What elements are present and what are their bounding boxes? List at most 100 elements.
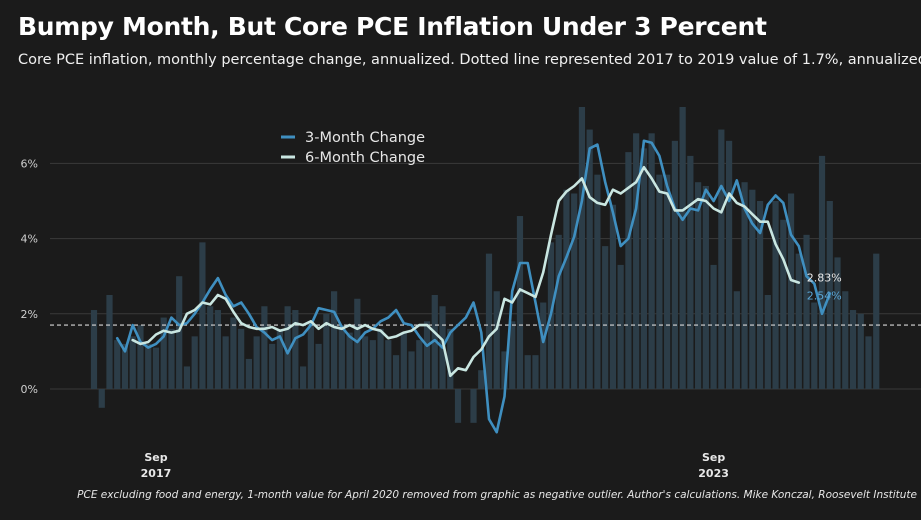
chart-subtitle: Core PCE inflation, monthly percentage c…	[18, 52, 921, 68]
bar	[664, 174, 671, 389]
bar	[284, 306, 291, 389]
x-tick-label: Sep	[702, 451, 725, 464]
end-label-three-month: 2.54%	[807, 289, 842, 302]
bar	[524, 355, 531, 389]
bar	[238, 328, 245, 389]
bar	[501, 351, 508, 389]
bar	[323, 313, 330, 389]
bar	[114, 340, 121, 389]
chart-title: Bumpy Month, But Core PCE Inflation Unde…	[18, 12, 767, 41]
bar	[361, 336, 369, 389]
bar	[772, 201, 779, 389]
bar	[733, 291, 740, 389]
bar	[842, 291, 849, 389]
bar	[145, 343, 152, 389]
x-tick-label: 2023	[698, 467, 729, 480]
one-month-bars	[90, 107, 880, 423]
bar	[470, 389, 477, 423]
bar	[803, 234, 810, 389]
bar	[276, 328, 283, 389]
legend-label: 3-Month Change	[305, 130, 425, 146]
bar	[617, 264, 624, 389]
bar	[106, 295, 113, 389]
bar	[214, 310, 222, 389]
bar	[780, 219, 787, 389]
bar	[865, 336, 872, 389]
bar	[90, 310, 98, 389]
legend-label: 6-Month Change	[305, 150, 425, 166]
bar	[330, 291, 338, 389]
x-axis-ticks: Sep 2017 Sep 2023	[141, 451, 729, 480]
bar	[849, 310, 857, 389]
bar	[269, 343, 276, 389]
bar	[98, 389, 105, 408]
end-label-six-month: 2.83%	[807, 272, 842, 285]
bar	[725, 140, 733, 389]
y-tick-label: 4%	[21, 233, 38, 246]
bar	[718, 129, 725, 389]
bar	[509, 321, 516, 389]
bar	[199, 242, 206, 389]
end-labels: 2.83% 2.54%	[807, 272, 842, 303]
bar	[168, 328, 175, 389]
bar	[261, 306, 268, 389]
bar	[346, 332, 353, 389]
bar	[679, 107, 686, 389]
bar	[137, 325, 144, 389]
legend: 3-Month Change 6-Month Change	[281, 130, 425, 166]
bar	[454, 389, 462, 423]
bar	[787, 193, 795, 389]
bar	[811, 302, 818, 389]
bar	[656, 174, 663, 389]
bar	[795, 253, 802, 389]
bar	[431, 295, 438, 389]
bar	[478, 370, 485, 389]
bar	[354, 298, 361, 389]
bar	[540, 302, 547, 389]
x-tick-label: Sep	[144, 451, 167, 464]
footnote: PCE excluding food and energy, 1-month v…	[77, 489, 917, 501]
bar	[485, 253, 493, 389]
bar	[741, 182, 748, 389]
bar	[571, 193, 578, 389]
bar	[230, 317, 237, 389]
bar	[121, 343, 129, 389]
bar	[756, 201, 764, 389]
bar	[625, 152, 632, 389]
bar	[160, 317, 167, 389]
bar	[563, 189, 570, 389]
bar	[710, 264, 717, 389]
y-tick-label: 2%	[21, 308, 38, 321]
bar	[493, 291, 500, 389]
bar	[586, 129, 593, 389]
bar	[245, 358, 252, 389]
bar	[873, 253, 880, 389]
bar	[408, 351, 415, 389]
bar	[253, 336, 260, 389]
bar	[292, 310, 299, 389]
bar	[516, 216, 524, 389]
bar	[300, 366, 307, 389]
bar	[385, 340, 392, 389]
bar	[152, 347, 160, 389]
bar	[648, 133, 655, 389]
bar	[834, 257, 841, 389]
x-tick-label: 2017	[141, 467, 172, 480]
bar	[222, 336, 229, 389]
series-lines	[115, 139, 832, 434]
bar	[578, 107, 586, 389]
bar	[749, 189, 756, 389]
bar	[555, 234, 562, 389]
bar	[764, 295, 771, 389]
y-tick-label: 6%	[21, 157, 38, 170]
bar	[369, 340, 376, 389]
bar	[183, 366, 191, 389]
bar	[532, 355, 539, 389]
y-tick-label: 0%	[21, 383, 38, 396]
bar	[392, 355, 400, 389]
six-month-line	[131, 165, 801, 378]
bar	[191, 336, 198, 389]
bar	[609, 204, 617, 389]
bar	[857, 313, 864, 389]
